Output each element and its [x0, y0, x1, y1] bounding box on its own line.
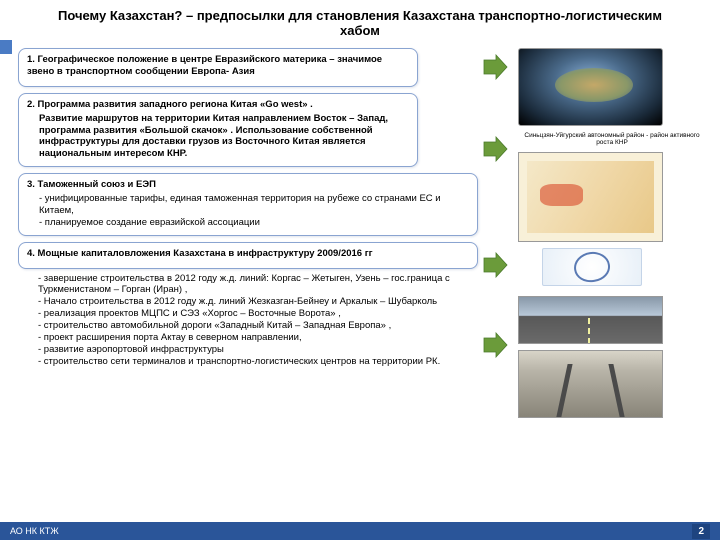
china-caption: Синьцзян-Уйгурский автономный район - ра… [518, 132, 706, 146]
footer-left-text: АО НК КТЖ [10, 526, 59, 536]
block-1: 1. Географическое положение в центре Евр… [18, 48, 418, 87]
slide-footer: АО НК КТЖ 2 [0, 522, 720, 540]
eurasian-union-logo [542, 248, 642, 286]
block-3: 3. Таможенный союз и ЕЭП - унифицированн… [18, 173, 478, 236]
block-1-heading: 1. Географическое положение в центре Евр… [27, 54, 409, 78]
railway-image [518, 350, 663, 418]
arrow-3 [482, 252, 508, 278]
block-4-heading-box: 4. Мощные капиталовложения Казахстана в … [18, 242, 478, 269]
road-image [518, 296, 663, 344]
block-4-heading: 4. Мощные капиталовложения Казахстана в … [27, 248, 469, 260]
arrow-4 [482, 332, 508, 358]
right-column: Синьцзян-Уйгурский автономный район - ра… [514, 48, 706, 424]
block-2-body: Развитие маршрутов на территории Китая н… [27, 113, 409, 161]
block-4-body: - завершение строительства в 2012 году ж… [18, 271, 478, 368]
block-3-body: - унифицированные тарифы, единая таможен… [27, 193, 469, 229]
arrow-2 [482, 136, 508, 162]
globe-image [518, 48, 663, 126]
arrow-1 [482, 54, 508, 80]
block-2: 2. Программа развития западного региона … [18, 93, 418, 167]
arrow-column [482, 48, 510, 424]
content-wrapper: 1. Географическое положение в центре Евр… [0, 42, 720, 424]
left-column: 1. Географическое положение в центре Евр… [18, 48, 478, 424]
page-number: 2 [692, 524, 710, 539]
china-map-image [518, 152, 663, 242]
block-3-heading: 3. Таможенный союз и ЕЭП [27, 179, 469, 191]
block-2-heading: 2. Программа развития западного региона … [27, 99, 409, 111]
slide-title: Почему Казахстан? – предпосылки для стан… [0, 0, 720, 42]
side-accent-marker [0, 40, 12, 54]
